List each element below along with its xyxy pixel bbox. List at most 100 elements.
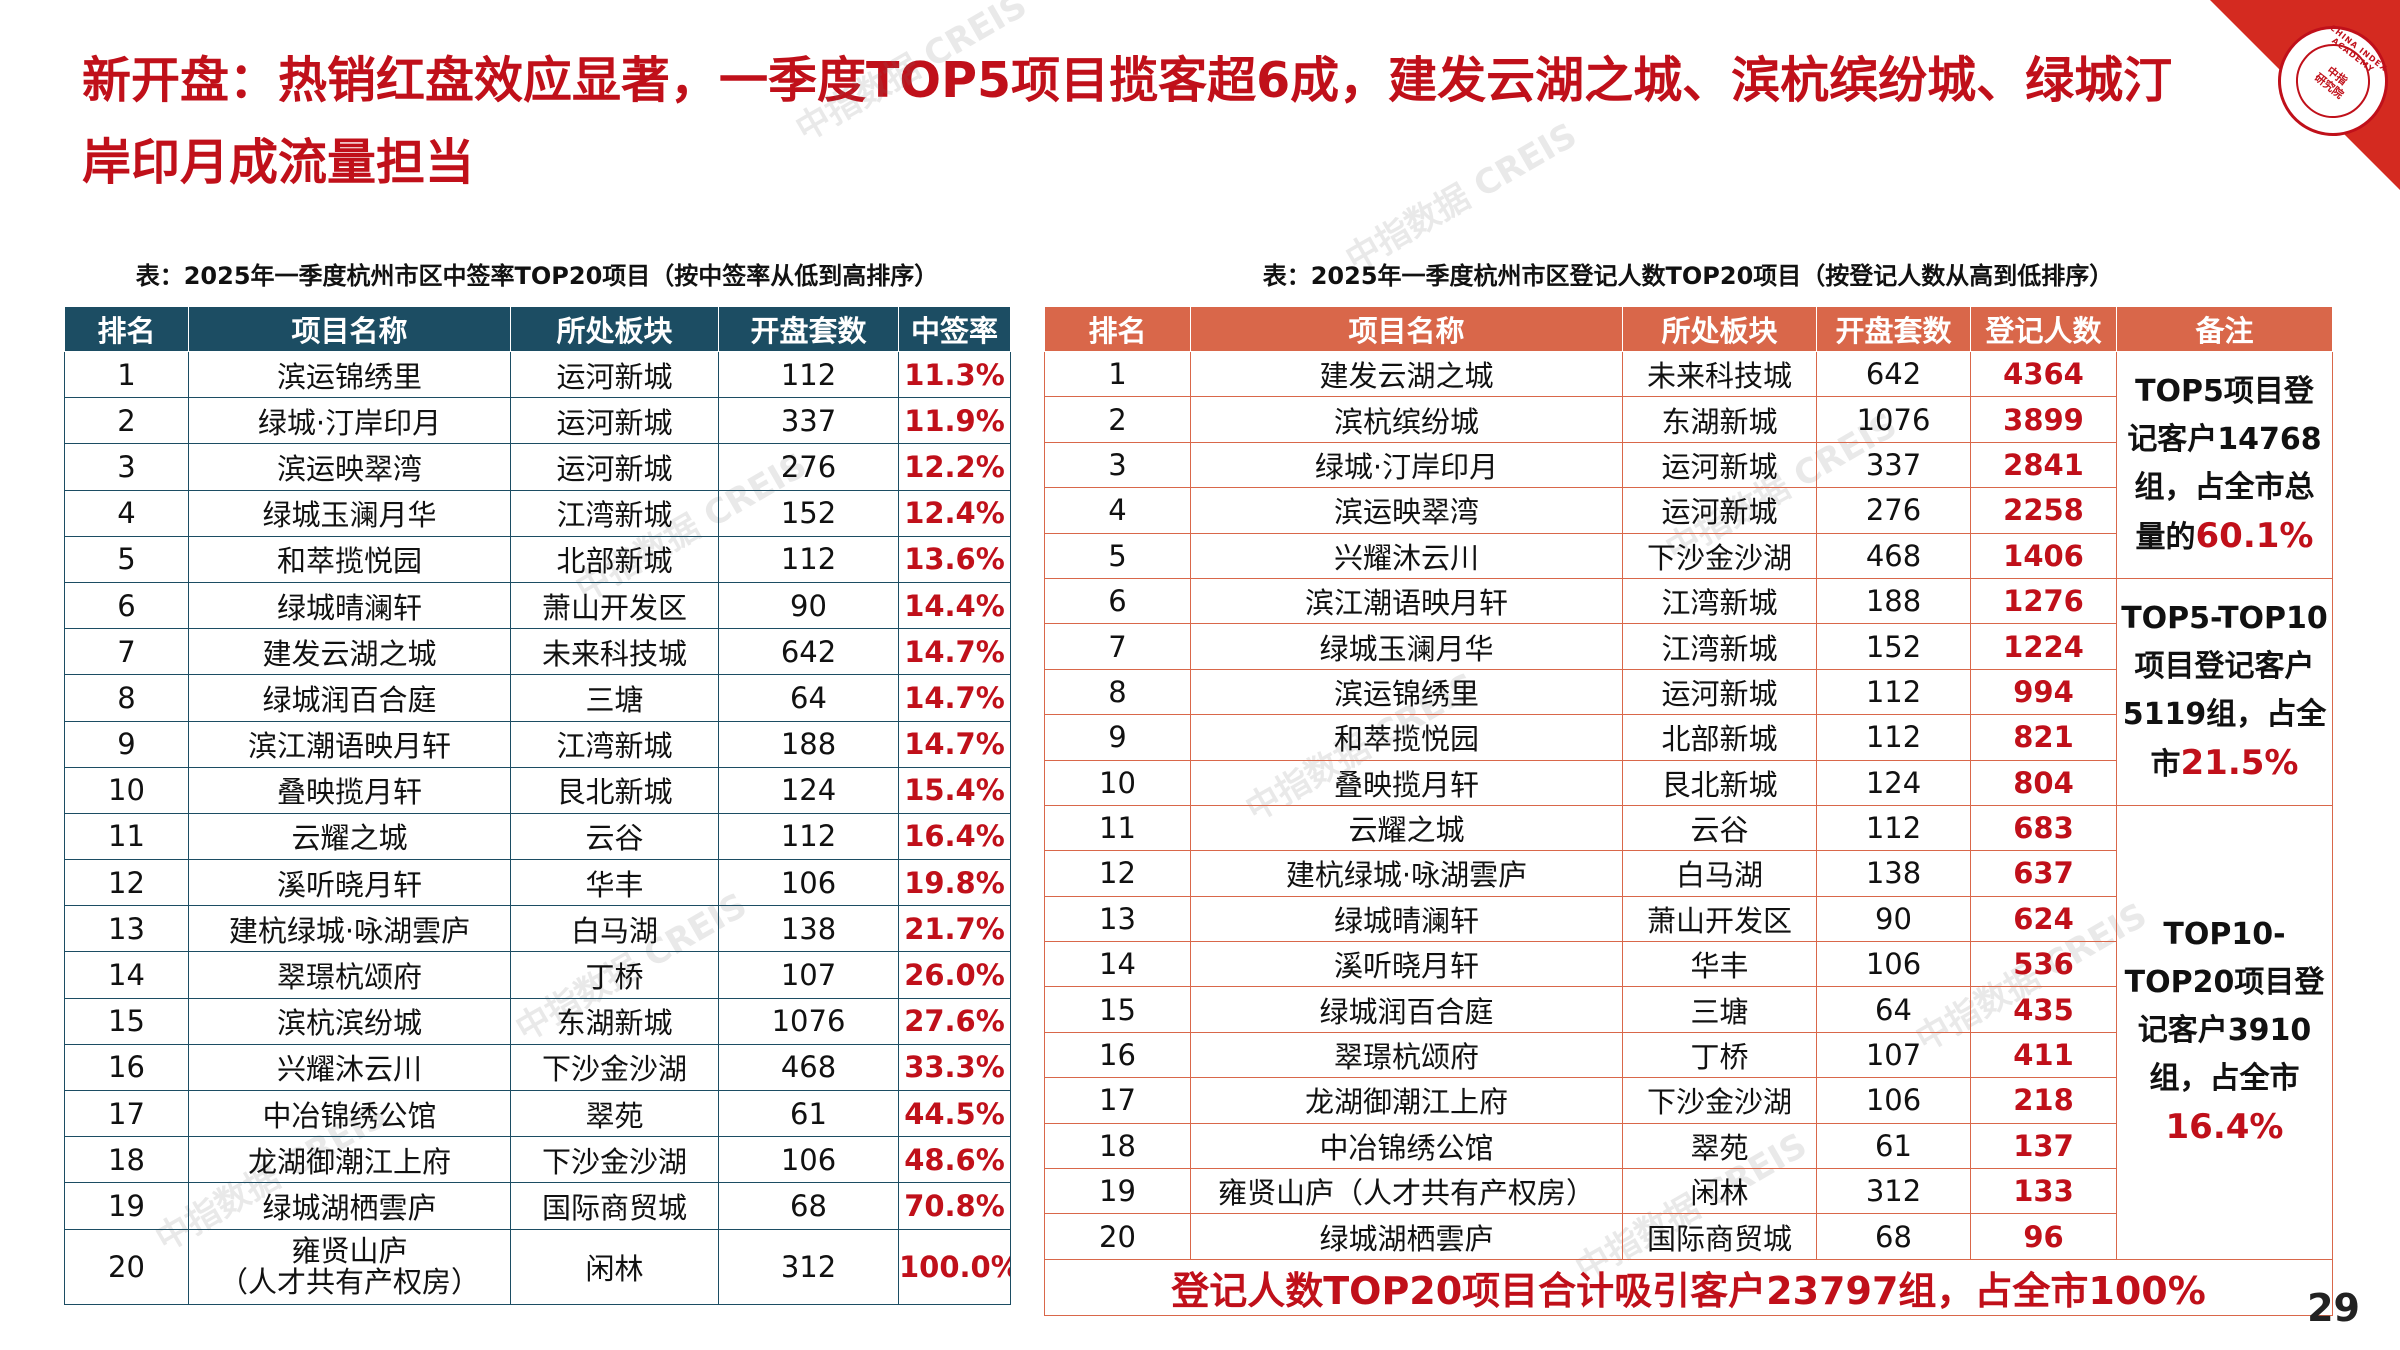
rank-cell: 6 — [64, 581, 189, 630]
note-percent: 16.4% — [2165, 1107, 2284, 1148]
rate-cell: 14.7% — [898, 674, 1011, 722]
project-name-cell: 和萃揽悦园 — [188, 535, 511, 583]
area-cell: 未来科技城 — [510, 628, 719, 676]
area-cell: 运河新城 — [1622, 668, 1817, 716]
rank-cell: 1 — [1044, 350, 1191, 398]
table-row: 9 滨江潮语映月轩 江湾新城 188 14.7% — [64, 720, 1011, 768]
col-header-units: 开盘套数 — [718, 306, 899, 352]
rank-cell: 14 — [1044, 941, 1191, 988]
rate-cell: 27.6% — [898, 997, 1011, 1045]
area-cell: 江湾新城 — [510, 489, 719, 537]
units-cell: 90 — [1816, 895, 1971, 943]
units-cell: 276 — [1816, 487, 1971, 534]
project-name-cell: 翠璟杭颂府 — [188, 951, 511, 999]
project-name-cell: 兴耀沐云川 — [188, 1043, 511, 1092]
rank-cell: 15 — [1044, 986, 1191, 1033]
area-cell: 闲林 — [510, 1228, 719, 1305]
rank-cell: 20 — [1044, 1213, 1191, 1260]
project-name-cell: 雍贤山庐（人才共有产权房） — [1190, 1168, 1623, 1215]
project-name-cell: 翠璟杭颂府 — [1190, 1031, 1623, 1079]
units-cell: 642 — [1816, 350, 1971, 398]
units-cell: 1076 — [1816, 396, 1971, 443]
units-cell: 90 — [718, 581, 899, 630]
project-name-cell: 中冶锦绣公馆 — [1190, 1122, 1623, 1170]
rank-cell: 6 — [1044, 577, 1191, 625]
units-cell: 107 — [718, 951, 899, 999]
area-cell: 下沙金沙湖 — [510, 1043, 719, 1092]
area-cell: 三塘 — [510, 674, 719, 722]
rank-cell: 14 — [64, 951, 189, 999]
table-row: 8 绿城润百合庭 三塘 64 14.7% — [64, 674, 1011, 722]
units-cell: 468 — [718, 1043, 899, 1092]
area-cell: 白马湖 — [1622, 850, 1817, 897]
units-cell: 642 — [718, 628, 899, 676]
units-cell: 188 — [718, 720, 899, 768]
col-header-rank: 排名 — [1044, 306, 1191, 352]
table-row: 16 兴耀沐云川 下沙金沙湖 468 33.3% — [64, 1043, 1011, 1092]
project-name-cell: 滨运锦绣里 — [188, 350, 511, 399]
registrations-cell: 2258 — [1970, 487, 2117, 534]
rank-cell: 8 — [64, 674, 189, 722]
project-name-cell: 云耀之城 — [1190, 804, 1623, 852]
rank-cell: 17 — [1044, 1077, 1191, 1124]
area-cell: 华丰 — [510, 859, 719, 907]
area-cell: 未来科技城 — [1622, 350, 1817, 398]
rank-cell: 2 — [1044, 396, 1191, 443]
area-cell: 丁桥 — [510, 951, 719, 999]
rank-cell: 16 — [64, 1043, 189, 1092]
rate-cell: 14.7% — [898, 628, 1011, 676]
table-row: 7 建发云湖之城 未来科技城 642 14.7% — [64, 628, 1011, 676]
rank-cell: 13 — [1044, 895, 1191, 943]
project-name-cell: 叠映揽月轩 — [188, 766, 511, 814]
table-row: 20 雍贤山庐 （人才共有产权房） 闲林 312 100.0% — [64, 1228, 1011, 1305]
registrations-cell: 1276 — [1970, 577, 2117, 625]
table-row: 13 绿城晴澜轩 萧山开发区 90 624 — [1044, 895, 2333, 943]
table-row: 4 绿城玉澜月华 江湾新城 152 12.4% — [64, 489, 1011, 537]
project-name-cell: 绿城玉澜月华 — [188, 489, 511, 537]
rate-cell: 33.3% — [898, 1043, 1011, 1092]
registrations-cell: 218 — [1970, 1077, 2117, 1124]
units-cell: 68 — [1816, 1213, 1971, 1260]
registrations-cell: 133 — [1970, 1168, 2117, 1215]
area-cell: 运河新城 — [1622, 487, 1817, 534]
table-row: 15 绿城润百合庭 三塘 64 435 — [1044, 986, 2333, 1033]
table1-caption: 表：2025年一季度杭州市区中签率TOP20项目（按中签率从低到高排序） — [135, 262, 939, 290]
area-cell: 艮北新城 — [1622, 759, 1817, 806]
area-cell: 江湾新城 — [1622, 577, 1817, 625]
area-cell: 运河新城 — [510, 350, 719, 399]
units-cell: 106 — [1816, 941, 1971, 988]
project-name-cell: 绿城湖栖雲庐 — [188, 1182, 511, 1230]
registrations-cell: 4364 — [1970, 350, 2117, 398]
rate-cell: 12.4% — [898, 489, 1011, 537]
project-name-cell: 绿城润百合庭 — [1190, 986, 1623, 1033]
project-name-cell: 建杭绿城·咏湖雲庐 — [1190, 850, 1623, 897]
project-name-cell: 兴耀沐云川 — [1190, 532, 1623, 579]
table-row: 17 龙湖御潮江上府 下沙金沙湖 106 218 — [1044, 1077, 2333, 1124]
area-cell: 三塘 — [1622, 986, 1817, 1033]
units-cell: 276 — [718, 443, 899, 491]
note-text: TOP5-TOP10项目登记客户5119组，占全市 — [2121, 600, 2328, 782]
table-row: 11 云耀之城 云谷 112 683 TOP10-TOP20项目登记客户3910组，占全市… — [1044, 804, 2333, 1260]
table-row: 17 中冶锦绣公馆 翠苑 61 44.5% — [64, 1089, 1011, 1138]
registrations-cell: 821 — [1970, 714, 2117, 761]
rank-cell: 19 — [64, 1182, 189, 1230]
table-row: 15 滨杭滨纷城 东湖新城 1076 27.6% — [64, 997, 1011, 1045]
project-name-cell: 绿城·汀岸印月 — [1190, 441, 1623, 489]
units-cell: 138 — [718, 905, 899, 953]
page-number: 29 — [2307, 1286, 2360, 1330]
table-row: 20 绿城湖栖雲庐 国际商贸城 68 96 — [1044, 1213, 2333, 1260]
note-cell: TOP10-TOP20项目登记客户3910组，占全市 16.4% — [2116, 804, 2333, 1260]
area-cell: 国际商贸城 — [1622, 1213, 1817, 1260]
rank-cell: 18 — [64, 1136, 189, 1184]
rate-cell: 100.0% — [898, 1228, 1011, 1305]
note-percent: 60.1% — [2195, 515, 2314, 556]
rank-cell: 19 — [1044, 1168, 1191, 1215]
table-row: 5 兴耀沐云川 下沙金沙湖 468 1406 — [1044, 532, 2333, 579]
registrations-cell: 804 — [1970, 759, 2117, 806]
units-cell: 152 — [718, 489, 899, 537]
area-cell: 运河新城 — [510, 443, 719, 491]
col-header-note: 备注 — [2116, 306, 2333, 352]
area-cell: 江湾新城 — [510, 720, 719, 768]
rank-cell: 16 — [1044, 1031, 1191, 1079]
registrations-cell: 411 — [1970, 1031, 2117, 1079]
